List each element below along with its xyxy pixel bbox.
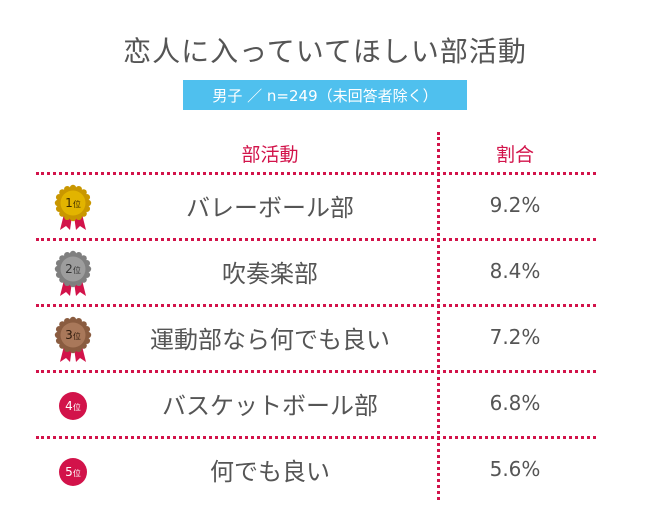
percent-value: 8.4% (489, 259, 541, 283)
rank-label: 1位 (65, 196, 81, 210)
rank-circle-icon: 4位 (59, 392, 87, 420)
column-divider (437, 132, 440, 500)
table-divider (36, 436, 596, 439)
column-header-percent: 割合 (495, 144, 534, 166)
club-name: 何でも良い (210, 457, 330, 486)
rank-label: 5位 (65, 465, 81, 479)
percent-value: 5.6% (489, 457, 541, 481)
page-title: 恋人に入っていてほしい部活動 (123, 35, 527, 68)
club-name: バレーボール部 (186, 193, 354, 222)
table-row: 4位 バスケットボール部 6.8% (36, 370, 596, 436)
percent-value: 6.8% (489, 391, 541, 415)
rank-label: 2位 (65, 262, 81, 276)
table-row: 2位 吹奏楽部 8.4% (36, 238, 596, 304)
club-name: 運動部なら何でも良い (150, 325, 390, 354)
table-divider (36, 304, 596, 307)
percent-value: 7.2% (489, 325, 541, 349)
table-divider (36, 370, 596, 373)
club-name: 吹奏楽部 (222, 259, 318, 288)
table-row: 5位 何でも良い 5.6% (36, 436, 596, 502)
table-row: 3位 運動部なら何でも良い 7.2% (36, 304, 596, 370)
percent-value: 9.2% (489, 193, 541, 217)
silver-medal-icon: 2位 (54, 250, 92, 296)
sample-badge: 男子 ／ n=249（未回答者除く） (183, 80, 467, 110)
table-divider (36, 238, 596, 241)
gold-medal-icon: 1位 (54, 184, 92, 230)
rank-circle-icon: 5位 (59, 458, 87, 486)
rank-label: 4位 (65, 399, 81, 413)
column-header-club: 部活動 (241, 144, 299, 166)
rank-label: 3位 (65, 328, 81, 342)
bronze-medal-icon: 3位 (54, 316, 92, 362)
table-row: 1位 バレーボール部 9.2% (36, 172, 596, 238)
club-name: バスケットボール部 (162, 391, 378, 420)
table-divider (36, 172, 596, 175)
